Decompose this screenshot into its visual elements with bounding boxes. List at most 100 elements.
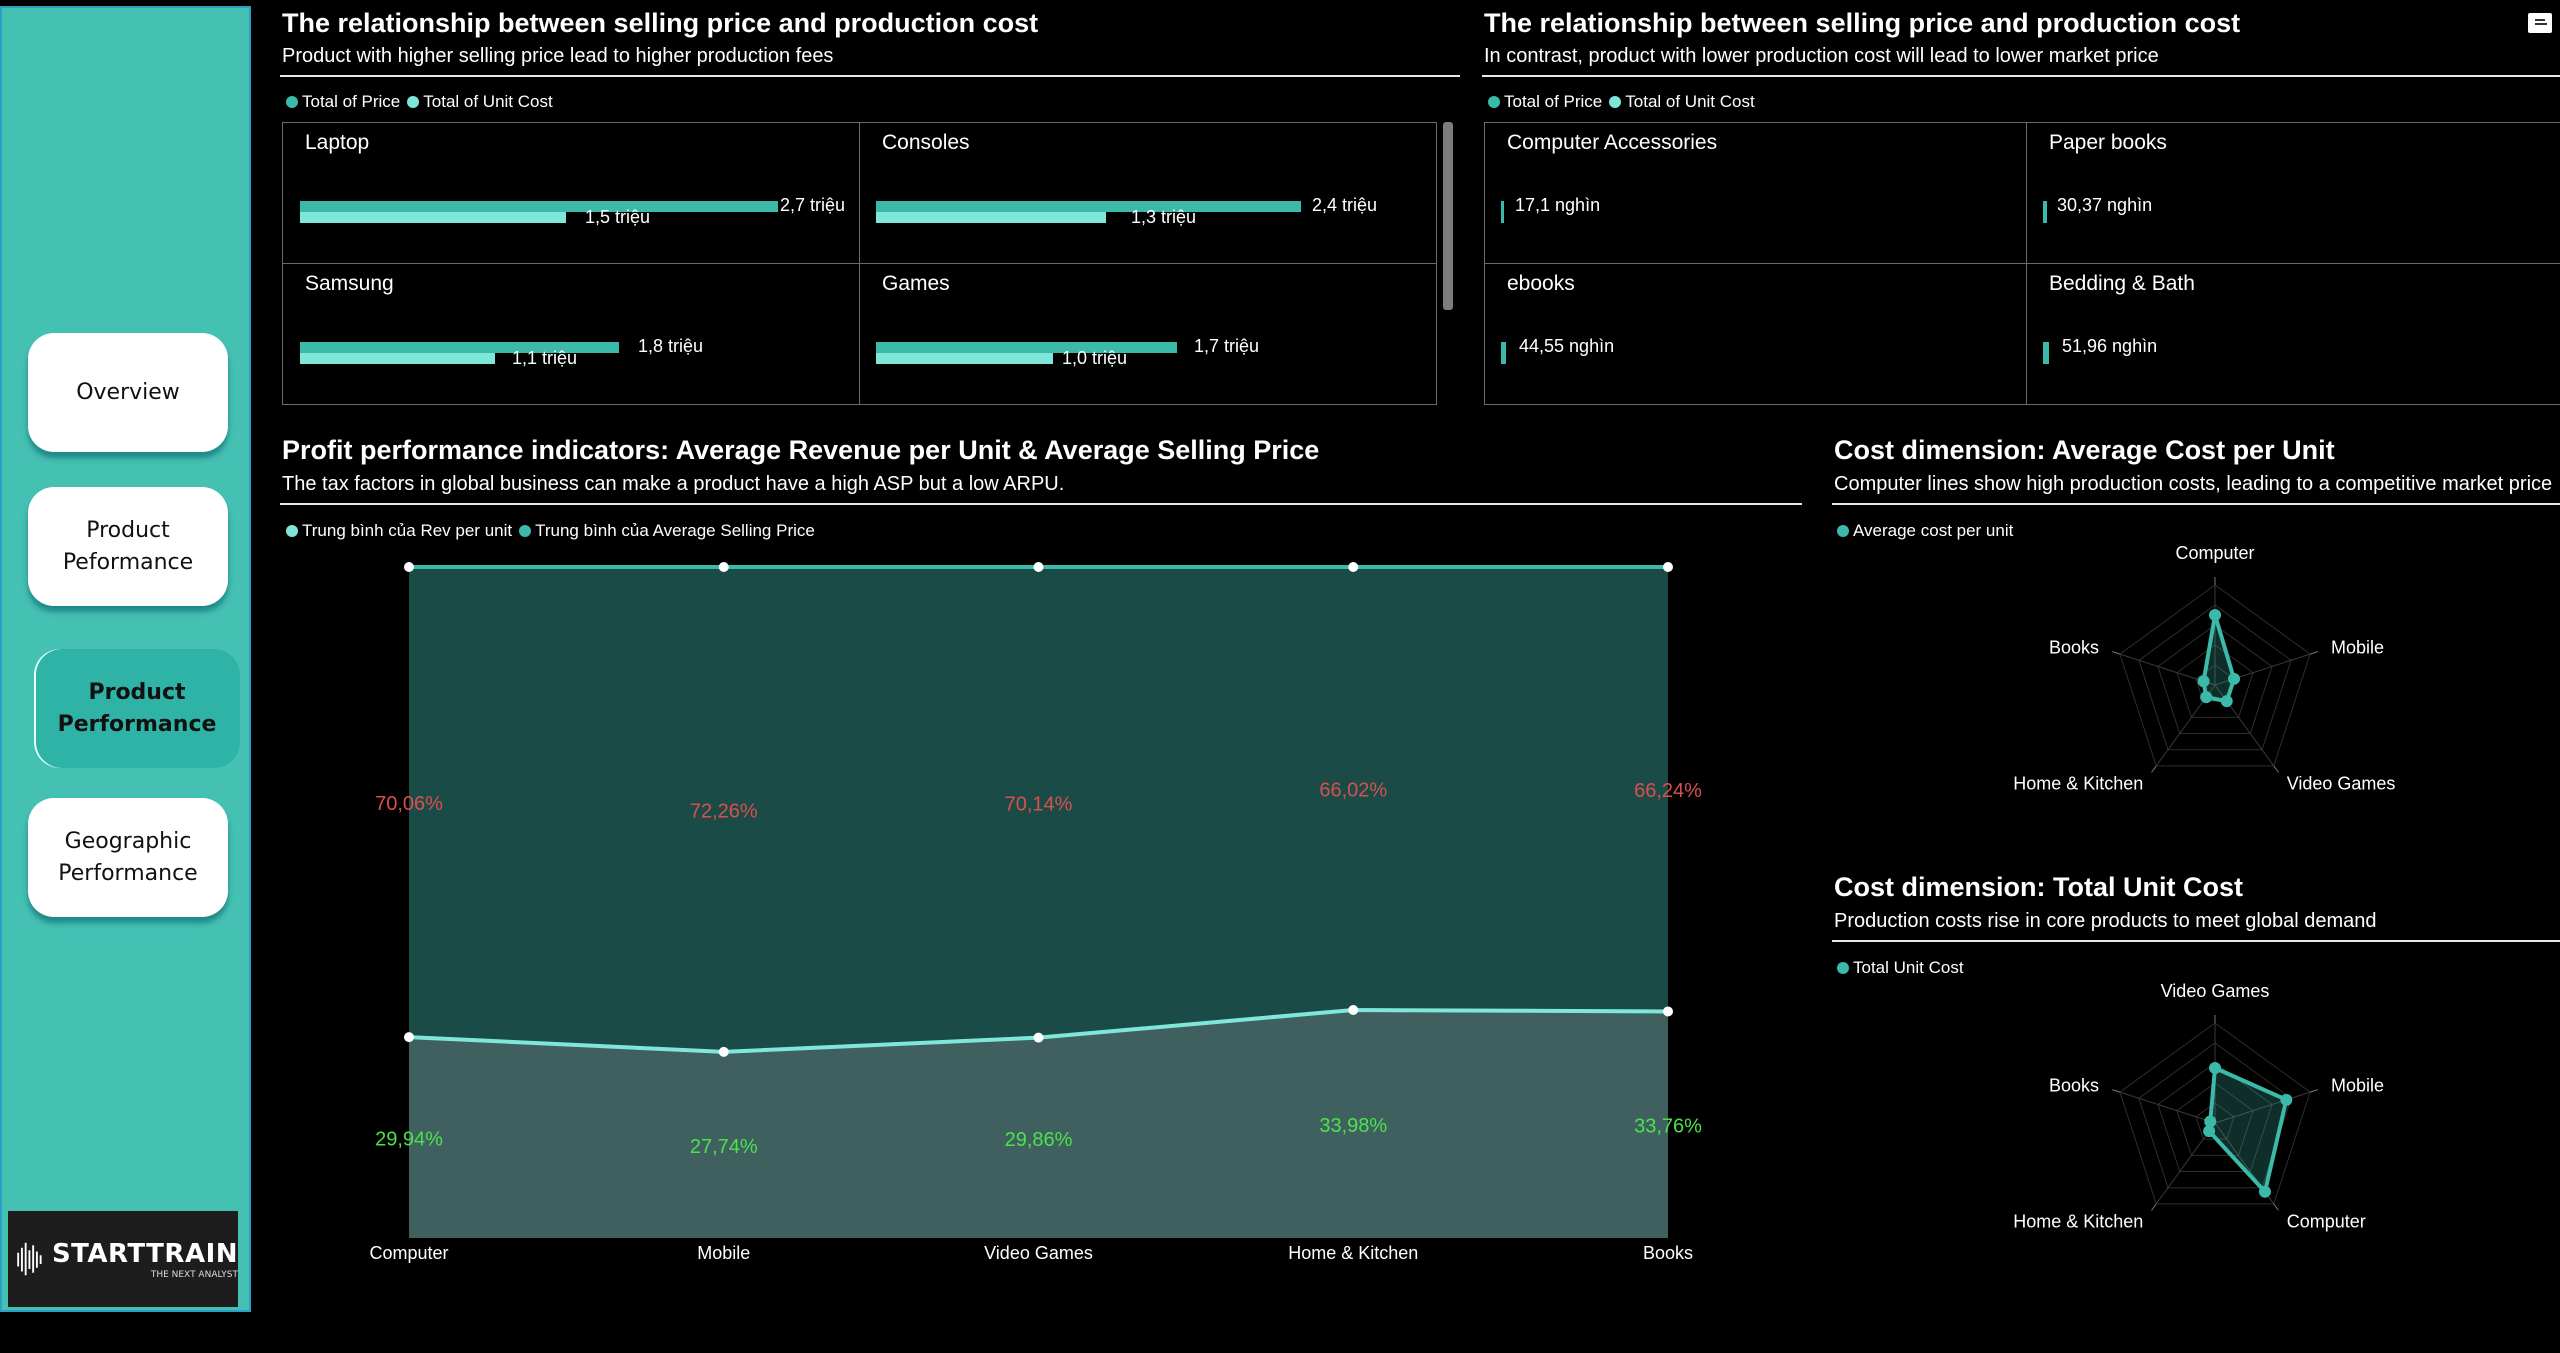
radar-leader-line	[2112, 651, 2121, 655]
panel-cost-avg-legend: Average cost per unit	[1834, 521, 2013, 541]
panel-profit-subtitle: The tax factors in global business can m…	[282, 473, 1065, 495]
legend-dot-price	[286, 96, 298, 108]
panel-top-right-subtitle: In contrast, product with lower producti…	[1484, 45, 2159, 67]
bar-price	[2043, 201, 2047, 223]
bar-price	[300, 342, 619, 353]
bar-unit-cost	[876, 212, 1107, 223]
point-rev-per-unit	[1348, 1004, 1359, 1015]
bar-cell-samsung: Samsung 1,8 triệu 1,1 triệu	[282, 263, 860, 405]
x-tick-label: Home & Kitchen	[1288, 1243, 1418, 1263]
radar-point	[2220, 695, 2233, 708]
legend-label-asp: Trung bình của Average Selling Price	[535, 521, 815, 540]
panel-cost-total-subtitle: Production costs rise in core products t…	[1834, 910, 2377, 932]
legend-label-price: Total of Price	[1504, 92, 1603, 111]
bar-cell-bedding-bath: Bedding & Bath 51,96 nghìn	[2026, 263, 2560, 405]
bar-cell-laptop: Laptop 2,7 triệu 1,5 triệu	[282, 122, 860, 264]
point-asp	[1033, 562, 1044, 572]
bar-cell-label: Consoles	[882, 131, 970, 154]
radar-grid-ring	[2157, 1062, 2273, 1173]
radar-leader-line	[2309, 651, 2318, 655]
radar-grid-ring	[2119, 1022, 2311, 1205]
bar-unit-cost	[300, 212, 566, 223]
legend-label-total-cost: Total Unit Cost	[1853, 958, 1964, 977]
bar-price-label: 2,4 triệu	[1312, 195, 1378, 215]
radar-grid-ring	[2176, 1082, 2254, 1156]
radar-axis-label: Books	[2049, 637, 2099, 657]
radar-point	[2203, 1125, 2216, 1138]
logo-subtitle: THE NEXT ANALYST	[150, 1269, 238, 1280]
radar-axis-label: Mobile	[2331, 1075, 2384, 1095]
nav-product-peformance-button[interactable]: Product Peformance	[28, 487, 228, 606]
bar-price-label: 1,7 triệu	[1194, 336, 1260, 356]
legend-dot-rev-per-unit	[286, 525, 298, 537]
data-label-rev-per-unit: 33,98%	[1319, 1115, 1387, 1137]
bar-grid-scrollbar[interactable]	[1443, 122, 1453, 310]
radar-leader-line	[2273, 765, 2279, 773]
point-asp	[718, 562, 729, 572]
legend-dot-price	[1488, 96, 1500, 108]
point-rev-per-unit	[404, 1032, 414, 1043]
legend-label-price: Total of Price	[302, 92, 401, 111]
radar-axis-label: Video Games	[2287, 774, 2396, 794]
bar-cell-label: ebooks	[1507, 272, 1575, 295]
bar-cell-ebooks: ebooks 44,55 nghìn	[1484, 263, 2027, 405]
profit-area-chart: 70,06% 29,94% Computer 72,26% 27,74% Mobile 70…	[369, 562, 1702, 1263]
panel-top-left-divider	[280, 75, 1460, 77]
area-rev-per-unit	[409, 1009, 1668, 1238]
bar-price	[1501, 201, 1504, 223]
data-label-rev-per-unit: 33,76%	[1634, 1116, 1702, 1138]
point-rev-per-unit	[1663, 1006, 1673, 1017]
bar-cell-consoles: Consoles 2,4 triệu 1,3 triệu	[859, 122, 1437, 264]
point-asp	[1663, 562, 1673, 572]
bar-cell-label: Bedding & Bath	[2049, 272, 2195, 295]
radar-leader-line	[2112, 1089, 2121, 1093]
data-label-asp: 66,02%	[1319, 779, 1387, 801]
panel-top-right-divider	[1482, 75, 2560, 77]
legend-label-rev-per-unit: Trung bình của Rev per unit	[302, 521, 513, 540]
panel-top-right-legend: Total of Price Total of Unit Cost	[1485, 92, 1755, 112]
nav-product-performance-button[interactable]: Product Performance	[34, 649, 240, 768]
bar-unit-cost-label: 1,5 triệu	[585, 207, 651, 227]
area-asp	[409, 567, 1668, 1052]
radar-grid-ring	[2138, 1042, 2292, 1189]
point-asp	[1348, 562, 1359, 572]
point-rev-per-unit	[718, 1046, 729, 1057]
x-tick-label: Computer	[369, 1243, 448, 1263]
logo: STARTTRAIN THE NEXT ANALYST	[8, 1211, 238, 1307]
nav-geographic-performance-label: Geographic Performance	[58, 828, 198, 886]
x-tick-label: Mobile	[697, 1243, 750, 1263]
radar-grid-ring	[2119, 584, 2311, 767]
bar-price	[876, 342, 1177, 353]
legend-label-unit-cost: Total of Unit Cost	[1625, 92, 1755, 111]
panel-top-left-title: The relationship between selling price a…	[282, 8, 1039, 38]
x-tick-label: Books	[1643, 1243, 1693, 1263]
bar-price-label: 30,37 nghìn	[2057, 195, 2153, 215]
bar-price-label: 2,7 triệu	[780, 195, 846, 215]
data-label-rev-per-unit: 29,86%	[1005, 1129, 1073, 1151]
radar-axis-label: Books	[2049, 1075, 2099, 1095]
bar-price	[876, 201, 1301, 212]
filter-icon[interactable]	[2528, 13, 2552, 33]
bar-cell-label: Samsung	[305, 272, 394, 295]
panel-profit-legend: Trung bình của Rev per unit Trung bình c…	[283, 521, 815, 541]
x-tick-label: Video Games	[984, 1243, 1093, 1263]
bar-unit-cost-label: 1,0 triệu	[1062, 348, 1128, 368]
data-label-asp: 66,24%	[1634, 780, 1702, 802]
radar-series-area	[2201, 614, 2237, 704]
radar-point	[2197, 675, 2210, 688]
panel-top-left-subtitle: Product with higher selling price lead t…	[282, 45, 834, 67]
radar-grid-ring	[2157, 624, 2273, 735]
nav-geographic-performance-button[interactable]: Geographic Performance	[28, 798, 228, 917]
nav-overview-button[interactable]: Overview	[28, 333, 228, 452]
total-cost-radar-chart: Video Games Mobile Computer Home & Kitchen B…	[2013, 981, 2384, 1232]
bar-price	[300, 201, 778, 212]
bar-unit-cost	[876, 353, 1054, 364]
radar-point	[2280, 1093, 2293, 1106]
panel-cost-avg-divider	[1832, 503, 2560, 505]
radar-axis-line	[2214, 1091, 2311, 1124]
legend-dot-avg-cost	[1837, 525, 1849, 537]
data-label-rev-per-unit: 27,74%	[690, 1136, 758, 1158]
legend-dot-unit-cost	[1609, 96, 1622, 108]
legend-dot-total-cost	[1837, 962, 1849, 974]
radar-axis-label: Computer	[2175, 543, 2254, 563]
